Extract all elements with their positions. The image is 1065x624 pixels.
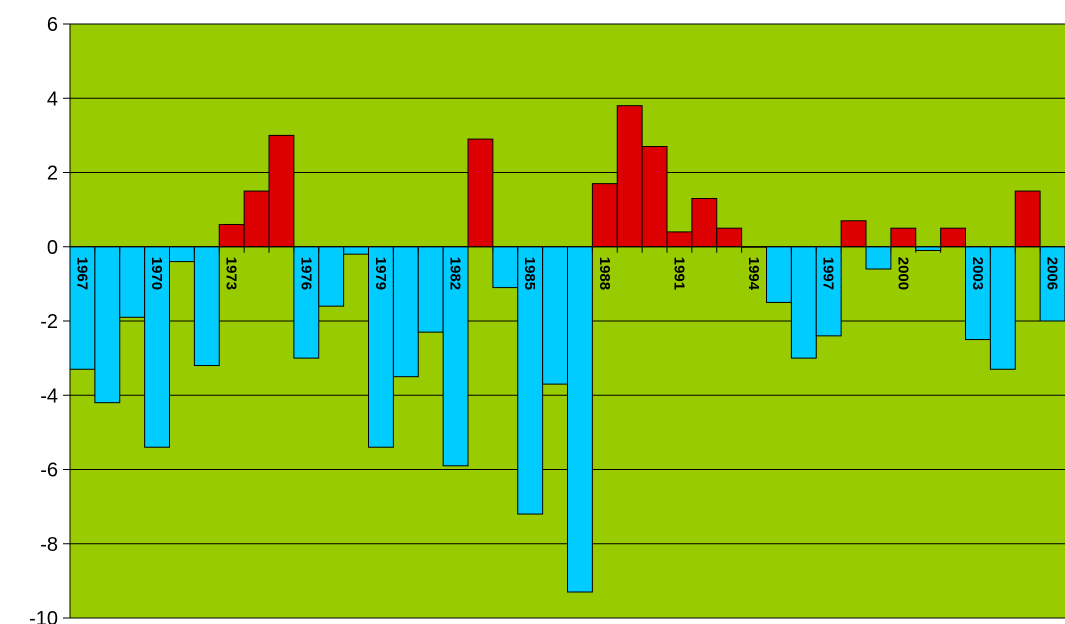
x-tick-label: 1985 (521, 257, 538, 290)
y-tick-label: 2 (47, 163, 58, 185)
bar-1998 (840, 220, 867, 248)
y-tick-label: -10 (29, 608, 58, 624)
bar-1982 (442, 246, 469, 467)
bar-1977 (318, 246, 345, 307)
bar-1978 (343, 246, 369, 255)
bar-2006 (1039, 246, 1065, 322)
bar-2000 (890, 227, 917, 248)
bar-1986 (542, 246, 568, 385)
bar-1988 (591, 183, 618, 248)
x-tick-label: 1976 (297, 257, 314, 290)
bar-1971 (169, 246, 195, 263)
y-tick-label: 4 (47, 88, 58, 110)
x-tick-labels: 1967 1970 1973 1976 1979 1982 1985 1988 1991 1994… (73, 257, 1060, 291)
bars (69, 105, 1065, 593)
bar-1983 (467, 138, 494, 248)
x-tick-label: 1988 (596, 257, 613, 290)
bar-1991 (666, 231, 693, 248)
bar-2005 (1014, 190, 1041, 248)
y-tick-label: -4 (40, 385, 58, 407)
bar-1985 (517, 246, 544, 515)
y-tick-label: -8 (40, 534, 58, 556)
bar-1996 (790, 246, 817, 359)
x-tick-label: 1997 (820, 257, 837, 290)
y-tick-label: -2 (40, 311, 58, 333)
bar-1989 (616, 105, 643, 248)
bar-1997 (815, 246, 842, 337)
y-tick-label: -6 (40, 460, 58, 482)
bar-1979 (368, 246, 394, 448)
bar-1968 (94, 246, 121, 404)
bar-1984 (492, 246, 519, 289)
x-tick-label: 2006 (1044, 257, 1061, 290)
x-tick-label: 1979 (372, 257, 389, 290)
x-tick-label: 1970 (148, 257, 165, 290)
bar-1972 (193, 246, 220, 367)
x-tick-label: 2000 (894, 257, 911, 290)
bar-1967 (69, 246, 96, 370)
bar-1975 (268, 134, 295, 248)
x-tick-label: 1994 (745, 257, 762, 291)
bar-1981 (417, 246, 444, 333)
x-tick-label: 2003 (969, 257, 986, 290)
y-tick-label: 0 (47, 237, 58, 259)
x-tick-label: 1982 (447, 257, 464, 290)
bar-1990 (641, 146, 668, 248)
y-axis: -10 -8 -6 -4 -2 0 2 4 6 (29, 14, 1065, 624)
y-tick-label: 6 (47, 14, 58, 36)
x-tick-label: 1967 (73, 257, 90, 290)
bar-1999 (865, 246, 892, 270)
bar-2002 (940, 227, 966, 248)
bar-1992 (691, 197, 718, 248)
bar-2004 (989, 246, 1016, 370)
bar-2001 (915, 246, 942, 251)
bar-1974 (243, 190, 270, 248)
x-tick-label: 1991 (670, 257, 687, 290)
bar-1993 (716, 227, 743, 248)
bar-1995 (766, 246, 792, 303)
bar-1969 (119, 246, 146, 318)
bar-1973 (218, 223, 245, 248)
x-tick-label: 1973 (223, 257, 240, 290)
bar-1980 (392, 246, 419, 378)
bar-1987 (567, 246, 593, 593)
